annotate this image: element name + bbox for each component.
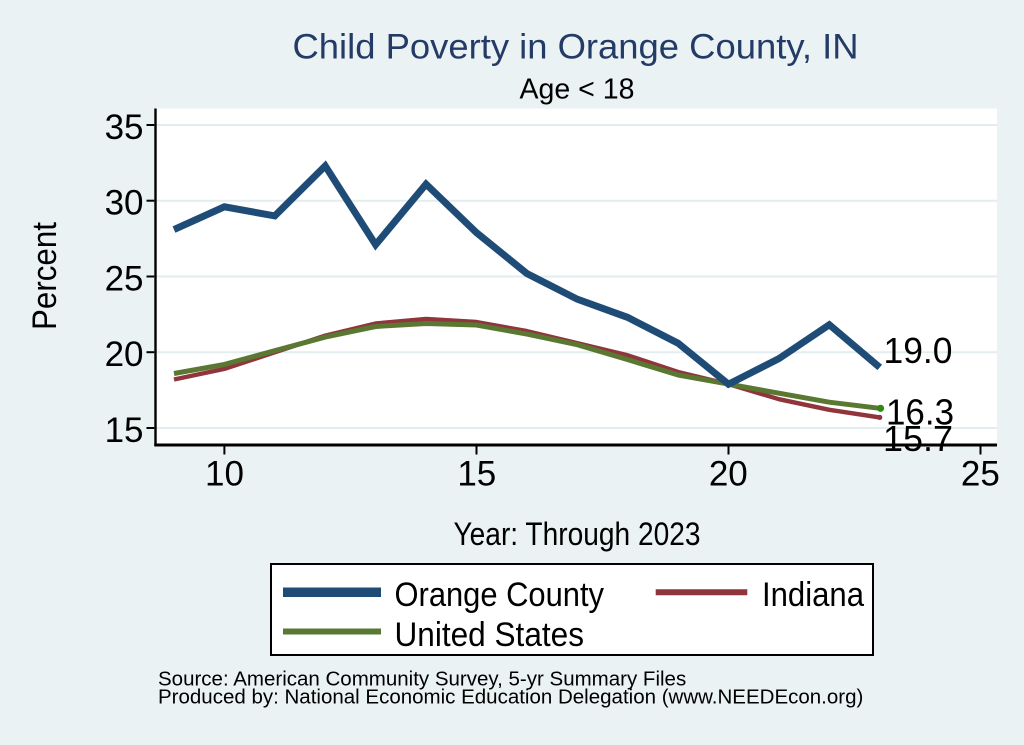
svg-text:Source: American Community Sur: Source: American Community Survey, 5-yr … [158,668,686,691]
svg-text:Produced by: National Economic: Produced by: National Economic Education… [158,686,863,709]
svg-text:Indiana: Indiana [762,576,864,614]
svg-text:Year: Through 2023: Year: Through 2023 [454,516,701,552]
svg-text:30: 30 [105,184,144,223]
svg-text:Child Poverty in Orange County: Child Poverty in Orange County, IN [293,28,859,67]
svg-text:20: 20 [105,335,144,374]
svg-text:25: 25 [105,260,144,299]
svg-text:35: 35 [105,108,144,147]
svg-text:Orange County: Orange County [395,576,605,614]
svg-text:16.3: 16.3 [886,392,954,433]
svg-text:15.7: 15.7 [883,418,953,459]
svg-text:19.0: 19.0 [884,330,953,371]
svg-text:Age < 18: Age < 18 [520,74,635,106]
svg-text:15: 15 [105,411,144,450]
svg-text:25: 25 [961,455,1000,494]
svg-text:20: 20 [709,455,748,494]
svg-text:Percent: Percent [26,222,64,330]
svg-text:10: 10 [205,455,244,494]
svg-text:United States: United States [395,616,585,654]
svg-text:15: 15 [457,455,496,494]
